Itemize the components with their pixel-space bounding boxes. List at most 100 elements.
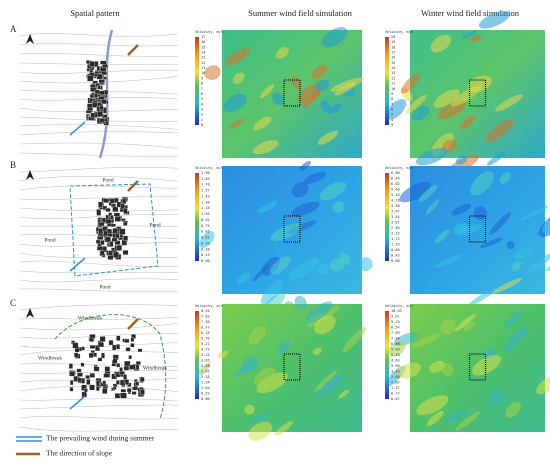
field-patch bbox=[237, 272, 251, 284]
contour bbox=[19, 398, 179, 402]
wind-arrow bbox=[69, 257, 86, 272]
colorbar-label: 6 bbox=[201, 92, 203, 96]
field-patch bbox=[445, 409, 469, 423]
legend-label: The prevailing wind during summer bbox=[46, 434, 155, 443]
field-patch bbox=[489, 212, 512, 235]
contour bbox=[19, 196, 179, 200]
building bbox=[113, 251, 119, 258]
field-patch bbox=[412, 332, 442, 348]
contour bbox=[19, 323, 179, 331]
building bbox=[124, 338, 130, 343]
field-patch bbox=[486, 151, 507, 166]
field-patch bbox=[327, 103, 342, 114]
building bbox=[98, 90, 105, 95]
header: Winter wind field simulation bbox=[421, 8, 520, 18]
colorbar-label: 5.21 bbox=[201, 342, 210, 346]
building bbox=[100, 240, 105, 246]
building bbox=[97, 85, 101, 90]
map-label: Pond bbox=[149, 222, 161, 228]
building bbox=[101, 71, 107, 76]
legend-label: The direction of slope bbox=[46, 449, 113, 458]
colorbar-label: 0 bbox=[201, 123, 203, 127]
colorbar-label: 3.87 bbox=[391, 210, 400, 214]
field-patch bbox=[463, 322, 474, 332]
field-patch bbox=[451, 85, 482, 107]
building bbox=[112, 227, 118, 234]
building bbox=[89, 98, 94, 102]
building bbox=[119, 228, 126, 235]
field-patch bbox=[358, 257, 373, 272]
field-patch bbox=[246, 411, 276, 424]
field-patch bbox=[311, 64, 328, 80]
building bbox=[99, 118, 105, 123]
field-patch bbox=[312, 347, 322, 355]
field-patch bbox=[240, 356, 259, 373]
building bbox=[114, 393, 121, 399]
field-patch bbox=[519, 205, 549, 222]
field-patch bbox=[254, 367, 276, 387]
building bbox=[98, 96, 105, 100]
contour bbox=[19, 76, 179, 84]
field-patch bbox=[244, 404, 255, 415]
colorbar-label: 6.59 bbox=[391, 342, 400, 346]
field-patch bbox=[317, 372, 344, 399]
field-patch bbox=[388, 341, 406, 357]
contour bbox=[19, 386, 179, 392]
building bbox=[109, 241, 114, 247]
colorbar-label: 6.25 bbox=[201, 331, 210, 335]
building bbox=[99, 336, 106, 342]
colorbar-label: 5 bbox=[391, 113, 393, 117]
building bbox=[77, 377, 82, 383]
colorbar-label: 6.88 bbox=[391, 171, 400, 175]
colorbar-label: 7.82 bbox=[201, 315, 210, 319]
header: Summer wind field simulation bbox=[248, 8, 352, 18]
contour bbox=[19, 131, 179, 136]
building bbox=[103, 373, 110, 378]
building bbox=[140, 376, 145, 382]
colorbar-label: 0.65 bbox=[201, 230, 210, 234]
colorbar-label: 0.00 bbox=[391, 259, 400, 263]
building bbox=[105, 218, 112, 224]
field-patch bbox=[505, 402, 521, 418]
building bbox=[131, 391, 137, 395]
building bbox=[85, 375, 90, 379]
colorbar-label: 11 bbox=[391, 82, 395, 86]
colorbar-label: 16 bbox=[201, 40, 205, 44]
contour bbox=[19, 185, 179, 191]
building bbox=[110, 223, 116, 228]
colorbar-label: 5 bbox=[201, 97, 203, 101]
colorbar-label: 3.18 bbox=[201, 364, 210, 368]
contour bbox=[19, 370, 179, 374]
field-patch bbox=[314, 315, 336, 335]
colorbar-label: 9.19 bbox=[391, 320, 400, 324]
colorbar-label: 8 bbox=[201, 82, 203, 86]
field-patch bbox=[441, 363, 454, 377]
field-patch bbox=[294, 295, 307, 310]
building bbox=[116, 335, 121, 341]
building bbox=[103, 198, 110, 203]
colorbar-label: 3.44 bbox=[391, 215, 400, 219]
colorbar-label: 2.15 bbox=[391, 232, 400, 236]
building bbox=[97, 342, 105, 348]
colorbar-label: 2.58 bbox=[391, 226, 400, 230]
contour bbox=[19, 270, 179, 274]
building bbox=[120, 203, 125, 210]
field-patch bbox=[232, 72, 245, 85]
building bbox=[95, 239, 101, 244]
building bbox=[104, 366, 111, 373]
contour bbox=[19, 316, 179, 320]
contour bbox=[19, 43, 179, 47]
colorbar-label: 1.05 bbox=[201, 212, 210, 216]
field-patch bbox=[479, 237, 504, 249]
colorbar-label: 0.86 bbox=[391, 248, 400, 252]
colorbar-label: 1.83 bbox=[201, 177, 210, 181]
contour bbox=[19, 252, 179, 258]
field-patch bbox=[270, 223, 302, 242]
map-label: Pond bbox=[102, 177, 114, 183]
building bbox=[96, 380, 100, 387]
colorbar-label: 1.37 bbox=[391, 386, 400, 390]
colorbar-label: 5.28 bbox=[391, 353, 400, 357]
field-patch bbox=[320, 100, 331, 113]
map-label: Pond bbox=[99, 284, 111, 290]
field-village bbox=[468, 353, 487, 381]
